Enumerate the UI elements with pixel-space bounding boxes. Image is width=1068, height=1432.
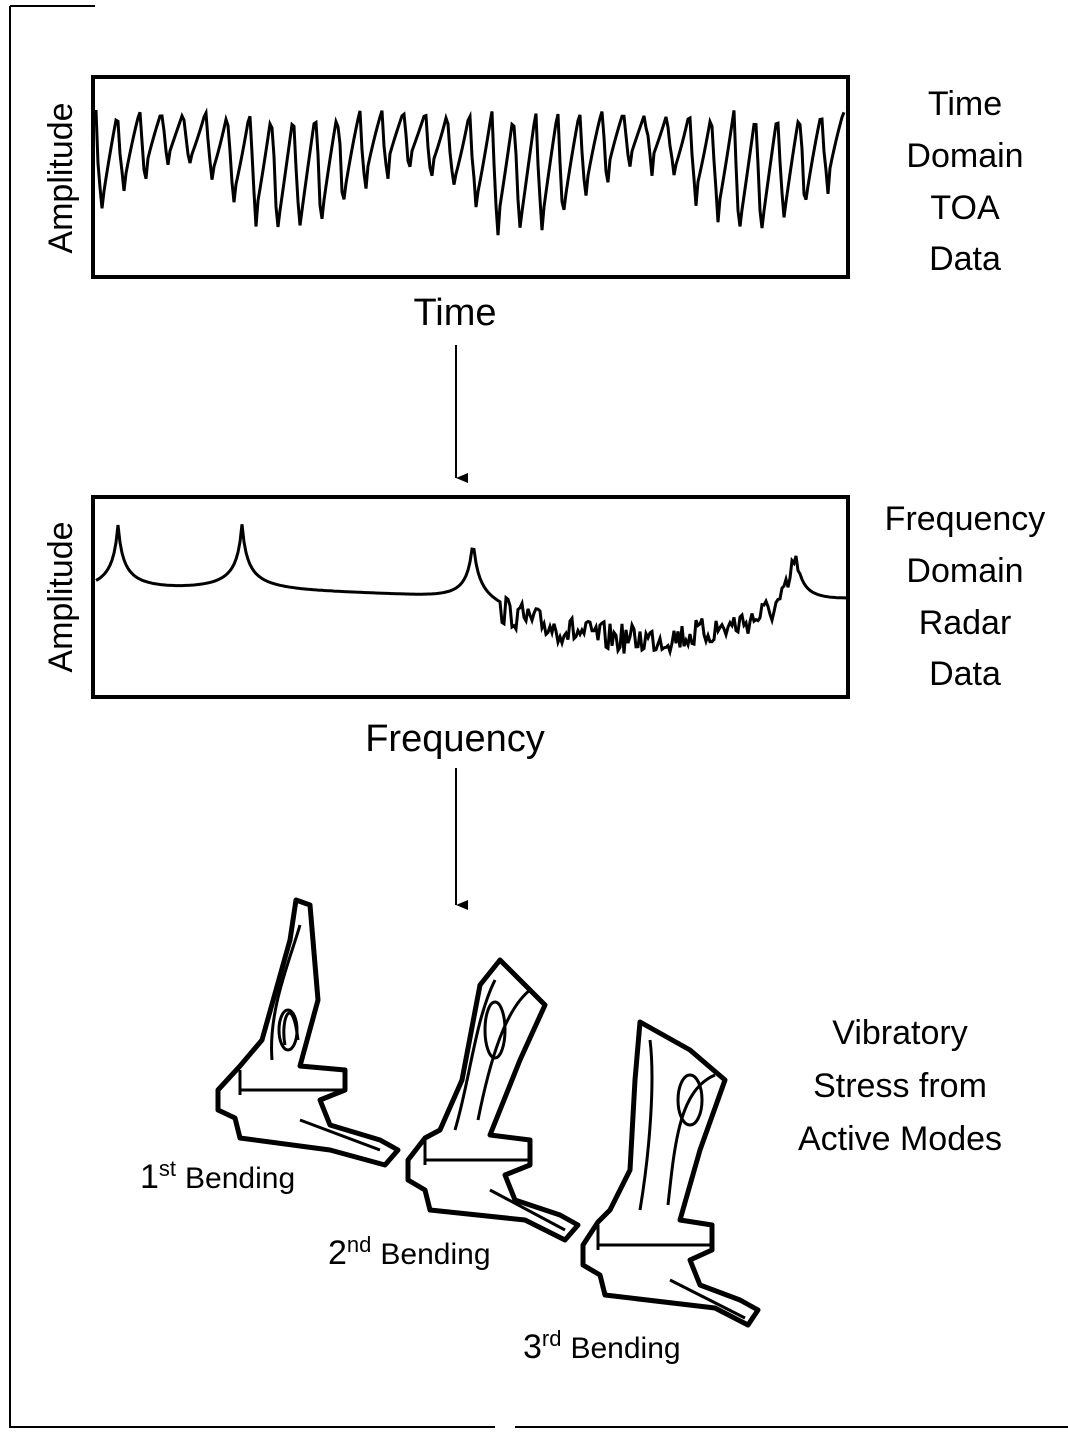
blade-2 bbox=[408, 960, 578, 1240]
y-axis-label: Amplitude bbox=[42, 521, 80, 672]
blade-3 bbox=[583, 1022, 758, 1325]
caption-line: Stress from bbox=[813, 1067, 987, 1105]
caption-line: Domain bbox=[906, 552, 1023, 590]
x-axis-label: Time bbox=[413, 292, 496, 334]
caption-line: TOA bbox=[930, 189, 1000, 227]
caption-line: Domain bbox=[906, 137, 1023, 175]
caption-line: Vibratory bbox=[832, 1014, 967, 1052]
x-axis-label: Frequency bbox=[365, 718, 545, 760]
caption-line: Data bbox=[929, 240, 1001, 278]
caption-line: Radar bbox=[919, 604, 1012, 642]
frequency-plot-box bbox=[93, 497, 848, 697]
caption-line: Time bbox=[928, 85, 1002, 123]
caption-line: Data bbox=[929, 655, 1001, 693]
figure: Amplitude Time Time Domain TOA Data Ampl… bbox=[0, 0, 1068, 1432]
time-plot-box bbox=[93, 77, 848, 277]
blade-1 bbox=[218, 900, 398, 1165]
caption-line: Frequency bbox=[885, 500, 1046, 538]
y-axis-label: Amplitude bbox=[42, 102, 80, 253]
caption-line: Active Modes bbox=[798, 1120, 1002, 1158]
